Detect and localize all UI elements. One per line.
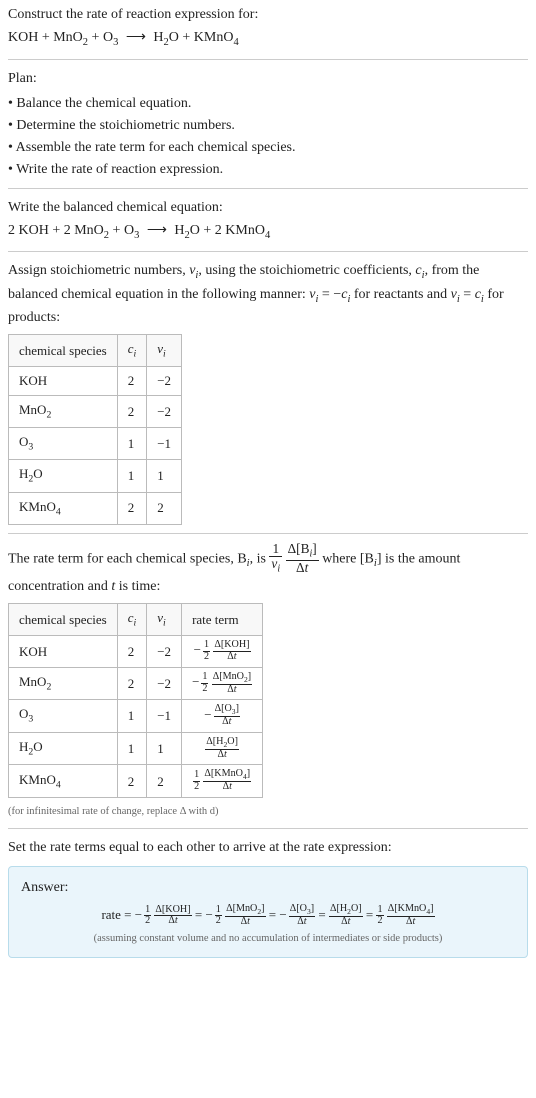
table-row: H2O11 — [9, 460, 182, 492]
table-row: O31−1 — [9, 428, 182, 460]
plan-item: • Assemble the rate term for each chemic… — [8, 137, 528, 158]
plan-item: • Write the rate of reaction expression. — [8, 159, 528, 180]
table-header: rate term — [182, 604, 263, 636]
table-header: νi — [147, 335, 182, 367]
title: Construct the rate of reaction expressio… — [8, 4, 528, 25]
divider — [8, 188, 528, 189]
rate-intro: The rate term for each chemical species,… — [8, 542, 528, 597]
table-header: chemical species — [9, 335, 118, 367]
plan-item: • Determine the stoichiometric numbers. — [8, 115, 528, 136]
divider — [8, 59, 528, 60]
table-header: ci — [117, 604, 147, 636]
answer-label: Answer: — [21, 877, 515, 898]
table-row: O31−1−Δ[O3]Δt — [9, 700, 263, 733]
table-row: KMnO42212 Δ[KMnO4]Δt — [9, 765, 263, 798]
table-row: KOH2−2 — [9, 367, 182, 396]
divider — [8, 251, 528, 252]
unbalanced-equation: KOH + MnO2 + O3 ⟶ H2O + KMnO4 — [8, 27, 528, 51]
balanced-label: Write the balanced chemical equation: — [8, 197, 528, 218]
table-row: MnO22−2 — [9, 395, 182, 427]
table-header: chemical species — [9, 604, 118, 636]
plan-item: • Balance the chemical equation. — [8, 93, 528, 114]
stoich-table: chemical speciesciνiKOH2−2MnO22−2O31−1H2… — [8, 334, 182, 525]
set-equal-text: Set the rate terms equal to each other t… — [8, 837, 528, 858]
table-header: ci — [117, 335, 147, 367]
answer-note: (assuming constant volume and no accumul… — [21, 931, 515, 947]
table-row: KOH2−2−12 Δ[KOH]Δt — [9, 636, 263, 667]
table-row: H2O11Δ[H2O]Δt — [9, 732, 263, 765]
plan-label: Plan: — [8, 68, 528, 89]
divider — [8, 533, 528, 534]
table-row: KMnO422 — [9, 492, 182, 524]
stoich-intro: Assign stoichiometric numbers, νi, using… — [8, 260, 528, 328]
footnote: (for infinitesimal rate of change, repla… — [8, 804, 528, 820]
rate-table: chemical speciesciνirate termKOH2−2−12 Δ… — [8, 603, 263, 798]
answer-box: Answer: rate = −12 Δ[KOH]Δt = −12 Δ[MnO2… — [8, 866, 528, 958]
table-header: νi — [147, 604, 182, 636]
balanced-equation: 2 KOH + 2 MnO2 + O3 ⟶ H2O + 2 KMnO4 — [8, 220, 528, 244]
table-row: MnO22−2−12 Δ[MnO2]Δt — [9, 667, 263, 700]
plan-list: • Balance the chemical equation.• Determ… — [8, 93, 528, 180]
answer-equation: rate = −12 Δ[KOH]Δt = −12 Δ[MnO2]Δt = −Δ… — [21, 904, 515, 928]
divider — [8, 828, 528, 829]
